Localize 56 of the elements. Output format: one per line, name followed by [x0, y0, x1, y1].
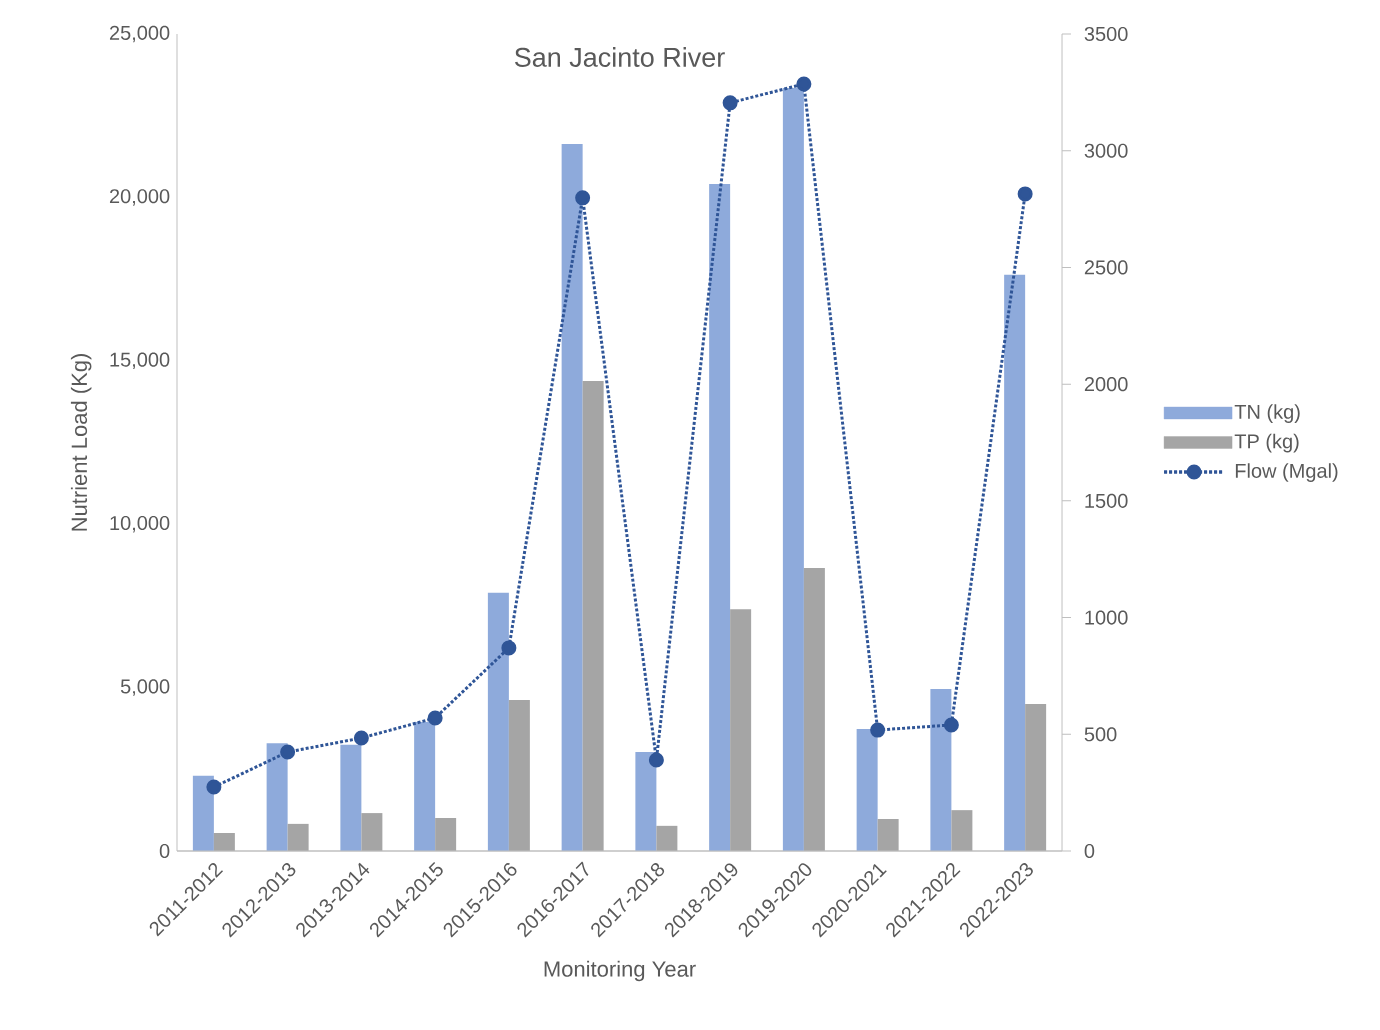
bar — [709, 183, 731, 851]
bar — [192, 775, 214, 851]
x-axis-title: Monitoring Year — [544, 960, 696, 982]
bar — [730, 609, 752, 851]
point — [206, 779, 222, 795]
y-tick-label: 15,000 — [110, 352, 170, 370]
point — [870, 722, 886, 738]
point — [648, 752, 664, 768]
bar — [561, 144, 583, 851]
y2-tick-label: 1500 — [1085, 493, 1128, 508]
y2-tick-label: 2000 — [1084, 377, 1128, 392]
bar — [340, 744, 362, 851]
bar — [635, 751, 657, 851]
bar — [803, 567, 825, 851]
y-axis-title: Nutrient Load (Kg) — [70, 354, 92, 531]
y2-tick-label: 3000 — [1084, 143, 1128, 158]
y2-tick-label: 2500 — [1084, 260, 1128, 275]
y-tick-label: 0 — [159, 843, 170, 859]
bar — [435, 817, 457, 851]
point — [280, 744, 296, 760]
bar — [656, 825, 678, 851]
point — [1017, 186, 1033, 202]
bar — [508, 700, 530, 851]
legend-label: TN (kg) — [1234, 404, 1300, 423]
point — [722, 95, 738, 111]
bar — [582, 381, 604, 851]
bar — [414, 721, 436, 851]
y2-tick-label: 3500 — [1084, 26, 1128, 42]
y2-tick-label: 0 — [1084, 843, 1095, 859]
legend-label: Flow (Mgal) — [1235, 463, 1338, 482]
bar — [1004, 274, 1026, 851]
y-tick-label: 25,000 — [109, 25, 170, 43]
bar — [266, 743, 288, 851]
y-tick-label: 20,000 — [109, 189, 170, 206]
y2-tick-label: 500 — [1084, 727, 1117, 742]
bar — [856, 729, 878, 851]
bar — [487, 592, 509, 851]
bar — [1025, 703, 1047, 851]
bar — [782, 87, 804, 851]
point — [575, 190, 591, 206]
chart-title: San Jacinto River — [514, 47, 725, 67]
y2-tick-label: 1000 — [1085, 610, 1128, 625]
bar — [287, 823, 309, 851]
point — [796, 76, 812, 92]
bar — [930, 688, 952, 851]
point — [353, 730, 369, 746]
bar — [361, 813, 383, 851]
bar — [213, 833, 235, 851]
bar — [877, 818, 899, 851]
point — [427, 710, 443, 726]
point — [501, 640, 517, 656]
y-tick-label: 5,000 — [120, 679, 170, 696]
legend-label: TP (kg) — [1234, 433, 1299, 453]
bar — [951, 810, 973, 851]
y-tick-label: 10,000 — [110, 515, 170, 533]
point — [943, 717, 959, 733]
